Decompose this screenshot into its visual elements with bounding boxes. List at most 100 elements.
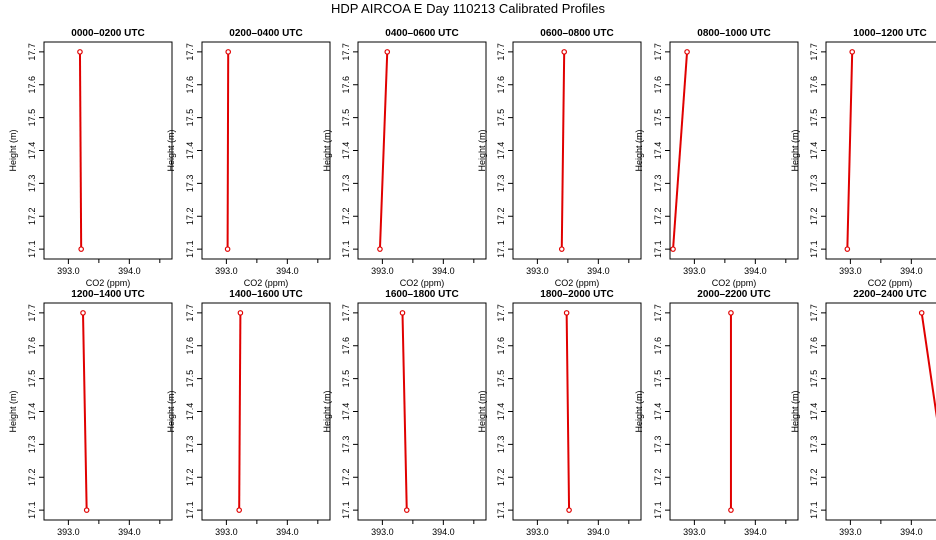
panel-title: 2200–2400 UTC [853, 289, 926, 300]
chart-panel: 0400–0600 UTC 393.0 394.0 17.1 17.2 17.3 17.4 1… [322, 28, 487, 288]
y-axis-label: Height (m) [322, 390, 332, 432]
y-tick-label: 17.4 [185, 403, 195, 421]
panel-title: 0600–0800 UTC [540, 28, 613, 39]
y-tick-label: 17.7 [185, 304, 195, 322]
y-tick-label: 17.1 [496, 501, 506, 519]
y-tick-label: 17.4 [27, 403, 37, 421]
y-tick-label: 17.5 [341, 370, 351, 388]
data-point [561, 49, 568, 55]
plot-frame [357, 302, 487, 521]
y-tick-label: 17.6 [185, 337, 195, 355]
y-tick-label: 17.4 [496, 403, 506, 421]
plot-frame [201, 41, 331, 260]
y-tick-label: 17.7 [27, 43, 37, 61]
profile-line [78, 51, 83, 250]
x-tick-label: 394.0 [432, 266, 455, 276]
y-tick-label: 17.2 [653, 468, 663, 486]
plot-frame [669, 302, 799, 521]
data-point [237, 310, 244, 316]
chart-panel: 0800–1000 UTC 393.0 394.0 17.1 17.2 17.3 17.4 1… [634, 28, 799, 288]
y-tick-label: 17.3 [185, 436, 195, 454]
y-tick-label: 17.2 [809, 468, 819, 486]
data-point [225, 49, 232, 55]
y-tick-label: 17.6 [653, 76, 663, 94]
y-tick-label: 17.2 [653, 207, 663, 225]
y-tick-label: 17.5 [809, 109, 819, 127]
data-point [844, 246, 851, 252]
profile-line [226, 51, 230, 250]
plot-frame [512, 302, 642, 521]
panel-title: 0800–1000 UTC [697, 28, 770, 39]
plot-frame [512, 41, 642, 260]
y-tick-label: 17.4 [809, 142, 819, 160]
profile-line [565, 312, 571, 511]
plot-frame [201, 302, 331, 521]
data-point [566, 507, 572, 513]
y-tick-label: 17.6 [809, 337, 819, 355]
x-tick-label: 393.0 [839, 527, 862, 537]
panel-title: 1600–1800 UTC [385, 289, 458, 300]
y-tick-label: 17.2 [185, 207, 195, 225]
y-axis-label: Height (m) [477, 390, 487, 432]
y-axis-label: Height (m) [790, 129, 800, 171]
data-point [563, 310, 570, 316]
y-tick-label: 17.6 [27, 76, 37, 94]
data-point [684, 49, 690, 55]
data-point [918, 310, 925, 316]
x-axis-label: CO2 (ppm) [244, 278, 289, 288]
x-tick-label: 393.0 [57, 266, 80, 276]
page-title: HDP AIRCOA E Day 110213 Calibrated Profi… [330, 1, 606, 16]
y-tick-label: 17.7 [809, 304, 819, 322]
y-tick-label: 17.2 [341, 207, 351, 225]
y-tick-label: 17.1 [653, 240, 663, 258]
y-tick-label: 17.4 [496, 142, 506, 160]
panel-title: 1200–1400 UTC [71, 289, 144, 300]
chart-panel: 1800–2000 UTC 393.0 394.0 17.1 17.2 17.3 17.4 1… [477, 289, 642, 540]
y-tick-label: 17.1 [809, 501, 819, 519]
y-axis-label: Height (m) [634, 390, 644, 432]
x-tick-label: 394.0 [900, 266, 923, 276]
y-axis-label: Height (m) [790, 390, 800, 432]
y-tick-label: 17.6 [341, 76, 351, 94]
plot-frame [43, 302, 173, 521]
y-tick-label: 17.5 [27, 109, 37, 127]
y-tick-label: 17.2 [809, 207, 819, 225]
x-tick-label: 393.0 [215, 266, 238, 276]
data-point [236, 507, 242, 513]
x-tick-label: 394.0 [432, 527, 455, 537]
profile-line [846, 51, 854, 250]
y-tick-label: 17.5 [27, 370, 37, 388]
y-tick-label: 17.7 [496, 304, 506, 322]
y-tick-label: 17.1 [27, 240, 37, 258]
plot-frame [825, 302, 936, 521]
plot-frame [669, 41, 799, 260]
data-point [224, 246, 231, 252]
data-point [77, 49, 83, 55]
y-tick-label: 17.1 [341, 501, 351, 519]
x-tick-label: 393.0 [683, 266, 706, 276]
y-tick-label: 17.4 [809, 403, 819, 421]
profile-line [378, 51, 389, 250]
data-point [728, 507, 734, 513]
data-point [80, 310, 86, 316]
y-tick-label: 17.3 [809, 175, 819, 193]
y-tick-label: 17.4 [27, 142, 37, 160]
y-tick-label: 17.7 [341, 43, 351, 61]
x-axis-label: CO2 (ppm) [555, 278, 600, 288]
x-axis-label: CO2 (ppm) [868, 278, 913, 288]
chart-panel: 2000–2200 UTC 393.0 394.0 17.1 17.2 17.3 17.4 1… [634, 289, 799, 540]
chart-panel: 1400–1600 UTC 393.0 394.0 17.1 17.2 17.3 17.4 1… [166, 289, 331, 540]
x-axis-label: CO2 (ppm) [86, 278, 131, 288]
y-tick-label: 17.4 [185, 142, 195, 160]
y-tick-label: 17.1 [653, 501, 663, 519]
y-tick-label: 17.1 [496, 240, 506, 258]
panel-title: 1400–1600 UTC [229, 289, 302, 300]
y-axis-label: Height (m) [634, 129, 644, 171]
profile-line [672, 51, 689, 250]
y-tick-label: 17.1 [27, 501, 37, 519]
x-tick-label: 393.0 [57, 527, 80, 537]
profile-line [401, 312, 408, 511]
x-tick-label: 394.0 [118, 527, 141, 537]
y-tick-label: 17.3 [27, 436, 37, 454]
